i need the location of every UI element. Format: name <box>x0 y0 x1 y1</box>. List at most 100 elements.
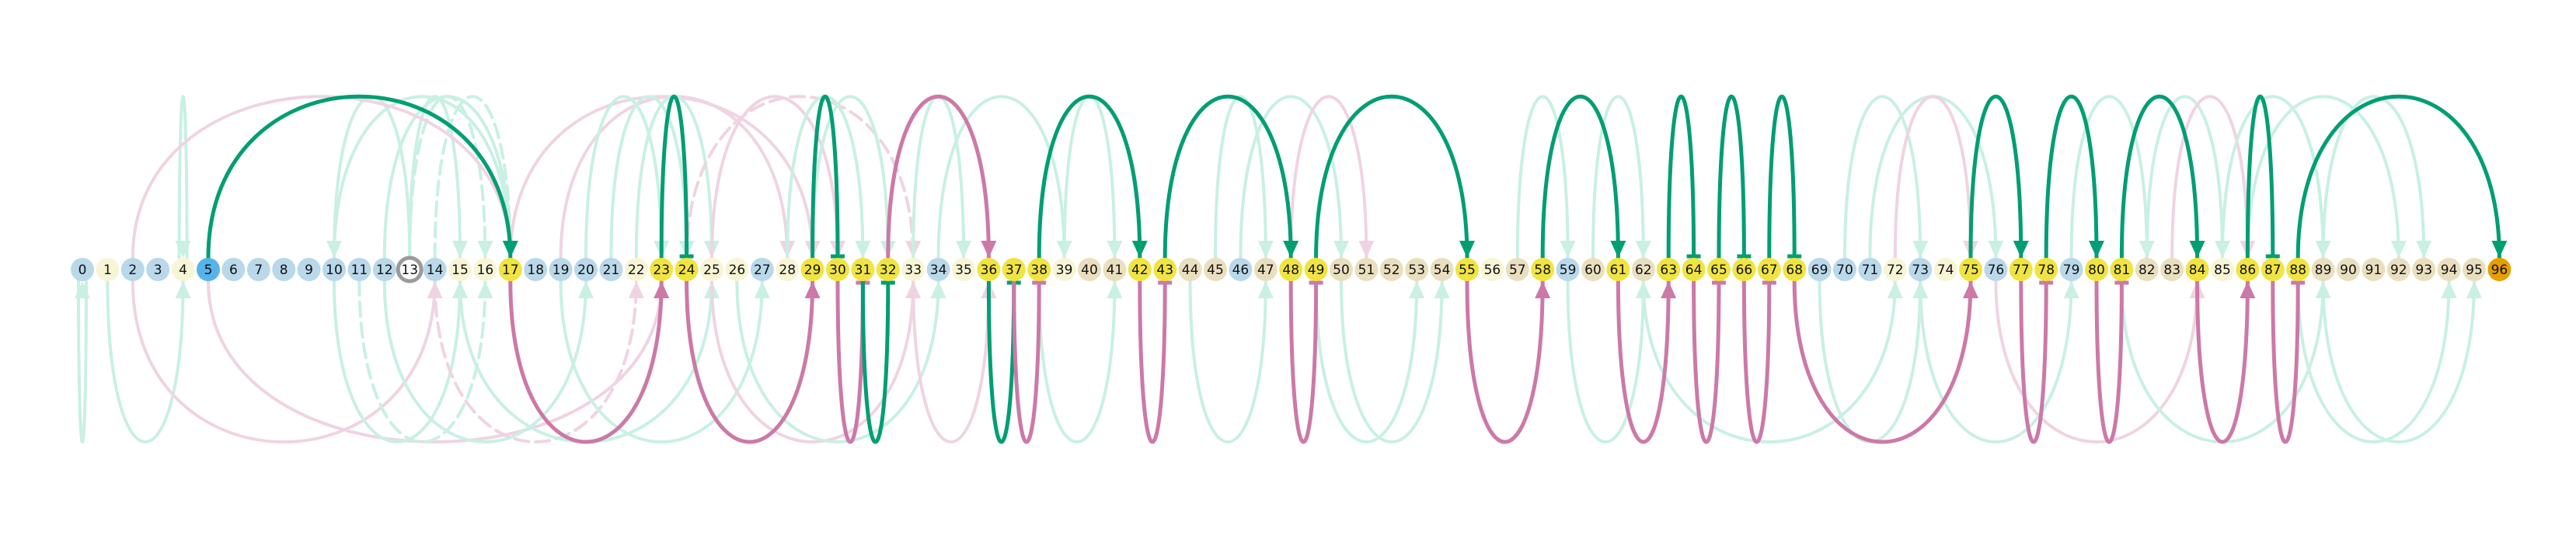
edge-arrowhead <box>1107 281 1123 298</box>
node-circle <box>1002 258 1026 281</box>
path-edge-75-77 <box>1968 95 2024 260</box>
edge-arrowhead <box>452 241 468 258</box>
faint-edge-1-4 <box>106 280 185 443</box>
node-circle <box>1984 258 2008 281</box>
node-label: 67 <box>1761 263 1778 278</box>
faint-edge-10-15 <box>333 280 462 443</box>
node-69: 69 <box>1807 258 1832 281</box>
node-83: 83 <box>2160 258 2184 281</box>
node-label: 36 <box>981 263 998 278</box>
faint-edge-86-92 <box>2246 95 2400 259</box>
node-0: 0 <box>71 258 94 281</box>
edge-arrowhead <box>2466 281 2482 298</box>
node-circle <box>1783 258 1807 281</box>
path-edge-23-24 <box>659 95 689 260</box>
node-20: 20 <box>574 258 598 281</box>
node-label: 27 <box>754 263 771 278</box>
node-4: 4 <box>171 258 195 281</box>
node-27: 27 <box>750 258 774 281</box>
node-circle <box>1354 258 1379 281</box>
node-circle <box>2412 258 2436 281</box>
node-45: 45 <box>1204 258 1227 281</box>
edge-arrowhead <box>2189 241 2205 258</box>
node-40: 40 <box>1078 258 1101 281</box>
node-33: 33 <box>901 258 925 281</box>
edge-arrowhead <box>1333 241 1349 258</box>
node-49: 49 <box>1304 258 1328 281</box>
edge-arrowhead <box>1283 241 1299 258</box>
node-label: 43 <box>1156 263 1173 278</box>
path-edge-78-80 <box>2044 95 2099 260</box>
node-circle <box>624 258 648 281</box>
node-circle <box>120 258 145 281</box>
node-13: 13 <box>396 256 424 283</box>
node-label: 45 <box>1207 263 1224 278</box>
node-label: 26 <box>729 263 746 278</box>
faint-edge-12-17 <box>382 95 512 259</box>
node-circle <box>1858 258 1882 281</box>
node-label: 40 <box>1081 263 1098 278</box>
node-label: 48 <box>1282 263 1299 278</box>
node-11: 11 <box>347 258 371 281</box>
node-91: 91 <box>2362 258 2386 281</box>
node-circle <box>2362 258 2386 281</box>
node-circle <box>96 258 120 281</box>
node-circle <box>1757 258 1781 281</box>
faint-edge-25-30 <box>710 95 839 259</box>
node-circle <box>1531 258 1555 281</box>
path-edge-55-58 <box>1465 279 1545 444</box>
node-label: 70 <box>1836 263 1853 278</box>
node-label: 47 <box>1257 263 1274 278</box>
edge-arrowhead <box>2063 281 2079 298</box>
node-label: 60 <box>1584 263 1602 278</box>
path-edge-30-31 <box>835 279 865 444</box>
node-circle <box>1606 258 1630 281</box>
node-circle <box>1304 258 1328 281</box>
node-44: 44 <box>1178 258 1202 281</box>
node-label: 50 <box>1333 263 1350 278</box>
node-70: 70 <box>1833 258 1856 281</box>
node-circle <box>1103 258 1127 281</box>
faint-edge-24-33 <box>685 95 915 259</box>
node-37: 37 <box>1002 258 1026 281</box>
node-50: 50 <box>1330 258 1353 281</box>
path-edge-29-30 <box>810 95 840 260</box>
node-93: 93 <box>2412 258 2436 281</box>
node-circle <box>2185 258 2209 281</box>
path-edge-68-75 <box>1792 279 1973 444</box>
node-label: 34 <box>930 263 947 278</box>
node-5: 5 <box>197 258 220 281</box>
node-39: 39 <box>1052 258 1076 281</box>
node-circle <box>876 258 900 281</box>
node-circle <box>197 258 220 281</box>
node-77: 77 <box>2009 258 2033 281</box>
path-edge-36-37 <box>986 279 1016 444</box>
path-edge-67-68 <box>1767 95 1797 260</box>
node-circle <box>2463 258 2486 281</box>
node-label: 78 <box>2037 263 2055 278</box>
node-68: 68 <box>1783 258 1807 281</box>
node-circle <box>2009 258 2033 281</box>
faint-edge-20-23 <box>584 95 664 259</box>
faint-edge-11-16 <box>357 280 487 443</box>
node-circle <box>1480 258 1504 281</box>
node-circle <box>498 258 522 281</box>
path-edge-37-38 <box>1012 279 1041 444</box>
node-circle <box>246 258 270 281</box>
node-circle <box>1279 258 1303 281</box>
node-circle <box>2085 258 2108 281</box>
faint-edge-62-72 <box>1641 280 1897 443</box>
faint-edge-39-41 <box>1062 95 1117 259</box>
node-circle <box>297 258 321 281</box>
node-circle <box>549 258 573 281</box>
faint-edge-73-79 <box>1919 280 2073 443</box>
node-label: 19 <box>552 263 570 278</box>
node-73: 73 <box>1908 258 1933 281</box>
edge-arrowhead <box>855 241 871 258</box>
node-label: 55 <box>1459 263 1476 278</box>
faint-edge-19-27 <box>559 280 764 443</box>
node-label: 68 <box>1786 263 1803 278</box>
node-2: 2 <box>120 258 145 281</box>
node-circle <box>423 258 447 281</box>
